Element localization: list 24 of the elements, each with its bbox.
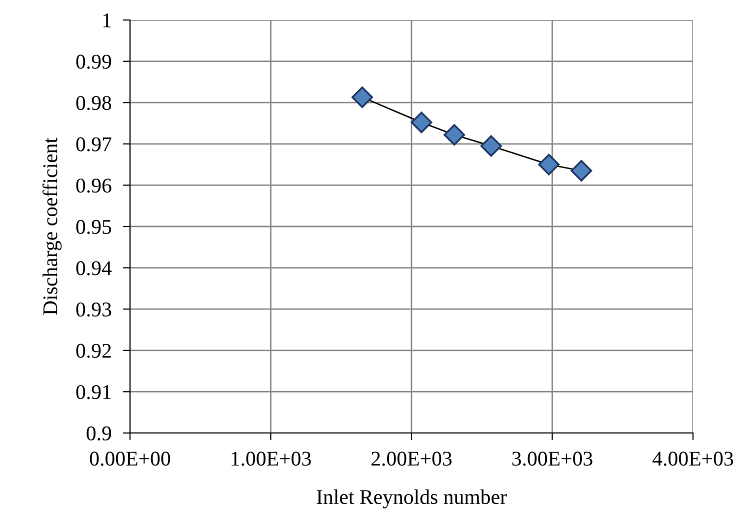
y-tick-label: 0.91 [76, 385, 111, 400]
point [538, 154, 560, 176]
x-tick-label: 3.00E+03 [512, 452, 592, 466]
point [352, 86, 373, 108]
y-axis-title: Discharge coefficient [42, 138, 62, 315]
y-tick-label: 0.94 [76, 261, 112, 276]
y-tick-label: 0.96 [76, 178, 112, 193]
x-tick-label: 1.00E+03 [232, 452, 311, 466]
y-tick-label: 0.92 [76, 344, 111, 358]
x-tick-label: 2.00E+03 [372, 452, 452, 466]
y-tick-label: 0.97 [76, 137, 112, 152]
x-tick-label: 4.00E+03 [652, 452, 734, 466]
point [410, 112, 432, 134]
x-axis-title: Inlet Reynolds number [316, 489, 507, 508]
point [444, 124, 466, 146]
y-tick-label: 1 [103, 13, 111, 28]
y-tick-label: 0.98 [76, 96, 112, 110]
y-tick-label: 0.9 [86, 426, 112, 441]
point [480, 135, 502, 157]
y-tick-label: 0.95 [76, 220, 112, 234]
y-tick-label: 0.99 [76, 54, 112, 69]
y-tick-label: 0.93 [76, 302, 112, 317]
x-tick-label: 0.00E+00 [90, 452, 170, 466]
point [570, 160, 592, 182]
